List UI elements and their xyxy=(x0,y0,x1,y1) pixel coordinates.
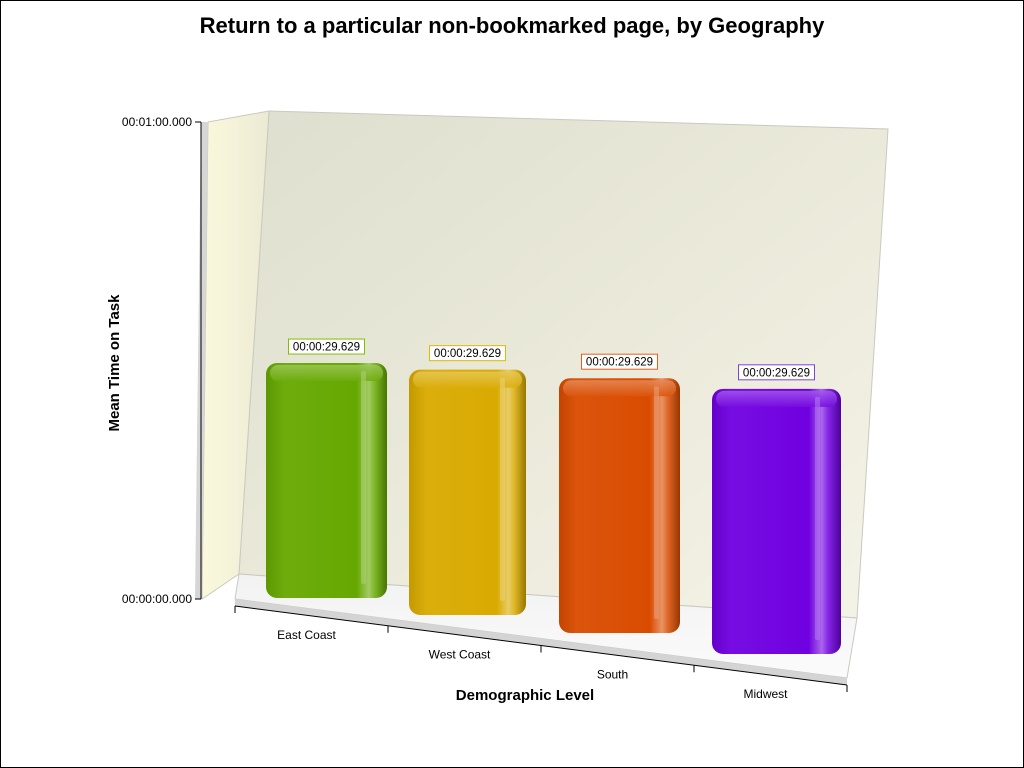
data-label-box xyxy=(738,364,815,381)
bar-top-highlight xyxy=(716,390,837,407)
x-tick-label: South xyxy=(597,667,628,681)
data-label-text: 00:00:29.629 xyxy=(434,348,501,360)
data-label: 00:00:29.629 xyxy=(288,338,365,355)
x-tick-label: East Coast xyxy=(277,628,336,642)
x-axis-label: Demographic Level xyxy=(456,687,594,704)
data-label-box xyxy=(581,353,658,370)
bar-body xyxy=(712,388,841,654)
bar-body xyxy=(559,378,680,633)
y-axis-label: Mean Time on Task xyxy=(106,294,123,432)
bar-south xyxy=(559,378,680,633)
bar-east-coast xyxy=(266,363,387,598)
data-label-box xyxy=(288,338,365,355)
axes: 00:00:00.000 00:01:00.000 Mean Time on Tas… xyxy=(106,115,848,704)
x-tick-label: West Coast xyxy=(429,648,491,662)
data-label-text: 00:00:29.629 xyxy=(743,367,810,379)
labels: 00:00:29.629 00:00:29.629 00:00:29.629 00:0… xyxy=(288,338,815,381)
bar-edge-highlight xyxy=(654,386,659,619)
data-label-text: 00:00:29.629 xyxy=(586,357,653,369)
bar-top-highlight xyxy=(413,371,522,388)
data-label: 00:00:29.629 xyxy=(738,364,815,381)
x-tick-label: Midwest xyxy=(743,687,788,701)
bar-edge-highlight xyxy=(815,396,820,640)
bar-body xyxy=(266,363,387,598)
bar-midwest xyxy=(712,388,841,654)
bar-edge-highlight xyxy=(500,377,505,601)
bar-edge-highlight xyxy=(361,371,366,584)
bar-west-coast xyxy=(409,369,526,615)
bar-top-highlight xyxy=(270,365,383,382)
data-label: 00:00:29.629 xyxy=(429,345,506,362)
chart-title: Return to a particular non-bookmarked pa… xyxy=(199,13,825,38)
y-tick-label: 00:00:00.000 xyxy=(122,592,192,606)
bars xyxy=(266,363,841,654)
bar-top-highlight xyxy=(563,380,676,397)
data-label-box xyxy=(429,345,506,362)
data-label-text: 00:00:29.629 xyxy=(293,342,360,354)
bar-body xyxy=(409,369,526,615)
floor-front-edge xyxy=(235,599,847,685)
y-tick-label: 00:01:00.000 xyxy=(122,115,192,129)
data-label: 00:00:29.629 xyxy=(581,353,658,370)
